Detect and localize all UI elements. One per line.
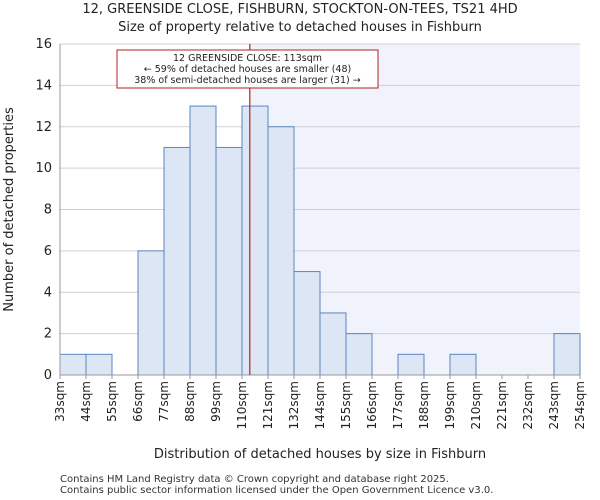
x-tick-label: 232sqm bbox=[521, 381, 535, 429]
annotation-line-3: 38% of semi-detached houses are larger (… bbox=[134, 75, 361, 86]
histogram-bar bbox=[163, 146, 191, 376]
histogram-bar bbox=[85, 353, 113, 376]
x-tick-label: 177sqm bbox=[391, 381, 405, 429]
x-tick-label: 199sqm bbox=[443, 381, 457, 429]
annotation-line-1: 12 GREENSIDE CLOSE: 113sqm bbox=[173, 53, 322, 64]
histogram-chart: 0 2 4 6 8 10 12 14 16 33sqm 44sqm 55sqm 66sqm 77sqm 88… bbox=[2, 37, 587, 462]
x-tick-label: 66sqm bbox=[131, 381, 145, 422]
histogram-bar bbox=[553, 333, 581, 376]
x-tick-label: 188sqm bbox=[417, 381, 431, 429]
histogram-bar bbox=[189, 105, 217, 376]
x-tick-label: 221sqm bbox=[495, 381, 509, 429]
y-tick-label: 0 bbox=[44, 368, 52, 383]
annotation-line-2: ← 59% of detached houses are smaller (48… bbox=[144, 64, 351, 75]
x-tick-label: 254sqm bbox=[573, 381, 587, 429]
x-tick-label: 99sqm bbox=[209, 381, 223, 422]
y-tick-label: 12 bbox=[35, 120, 52, 135]
histogram-bar bbox=[449, 353, 477, 376]
x-tick-label: 210sqm bbox=[469, 381, 483, 429]
x-tick-label: 155sqm bbox=[339, 381, 353, 429]
y-tick-label: 16 bbox=[35, 37, 52, 52]
x-tick-label: 33sqm bbox=[53, 381, 67, 422]
y-tick-label: 6 bbox=[44, 244, 52, 259]
x-tick-label: 77sqm bbox=[157, 381, 171, 422]
histogram-bar bbox=[397, 353, 425, 376]
histogram-bar bbox=[137, 250, 165, 376]
histogram-bar bbox=[215, 146, 243, 376]
x-tick-label: 44sqm bbox=[79, 381, 93, 422]
y-tick-label: 4 bbox=[44, 285, 52, 300]
x-tick-label: 166sqm bbox=[365, 381, 379, 429]
y-tick-label: 14 bbox=[35, 78, 52, 93]
histogram-bar bbox=[319, 312, 347, 376]
histogram-bar bbox=[293, 271, 321, 376]
x-tick-label: 88sqm bbox=[183, 381, 197, 422]
y-tick-label: 10 bbox=[35, 161, 52, 176]
footer-line-1: Contains HM Land Registry data © Crown c… bbox=[60, 474, 449, 485]
histogram-bar bbox=[59, 353, 87, 376]
chart-title: 12, GREENSIDE CLOSE, FISHBURN, STOCKTON-… bbox=[82, 2, 518, 17]
footer-line-2: Contains public sector information licen… bbox=[60, 485, 494, 496]
y-tick-label: 8 bbox=[44, 203, 52, 218]
annotation-box bbox=[116, 49, 379, 89]
y-tick-label: 2 bbox=[44, 327, 52, 342]
histogram-bar bbox=[241, 105, 269, 376]
x-axis-title: Distribution of detached houses by size … bbox=[154, 447, 486, 462]
x-tick-label: 110sqm bbox=[235, 381, 249, 429]
chart-subtitle: Size of property relative to detached ho… bbox=[118, 20, 482, 35]
x-tick-label: 132sqm bbox=[287, 381, 301, 429]
x-tick-label: 121sqm bbox=[261, 381, 275, 429]
histogram-bar bbox=[345, 333, 373, 376]
x-tick-label: 55sqm bbox=[105, 381, 119, 422]
y-axis-title: Number of detached properties bbox=[2, 107, 17, 312]
histogram-bar bbox=[267, 126, 295, 376]
x-tick-label: 243sqm bbox=[547, 381, 561, 429]
x-tick-label: 144sqm bbox=[313, 381, 327, 429]
